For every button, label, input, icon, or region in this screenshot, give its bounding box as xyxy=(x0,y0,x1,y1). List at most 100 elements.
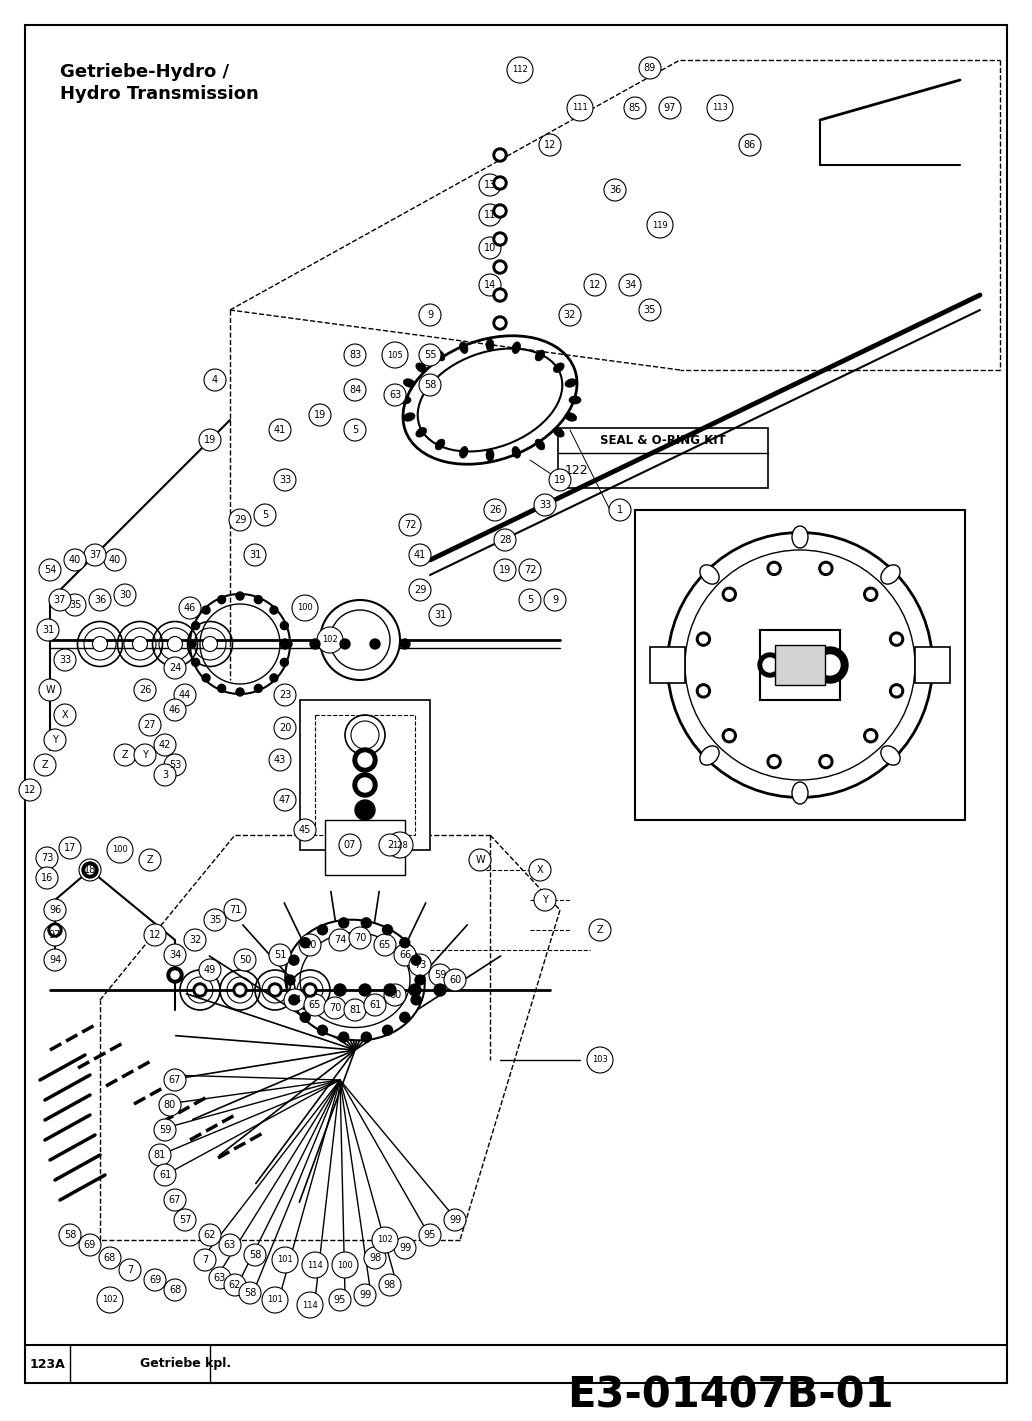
Circle shape xyxy=(659,97,681,119)
Ellipse shape xyxy=(881,566,900,584)
Circle shape xyxy=(349,926,370,949)
Circle shape xyxy=(639,57,662,80)
Text: 31: 31 xyxy=(433,610,446,620)
Text: 61: 61 xyxy=(159,1169,171,1179)
Circle shape xyxy=(269,419,291,441)
Ellipse shape xyxy=(565,379,577,388)
Text: 32: 32 xyxy=(563,310,576,320)
Text: 72: 72 xyxy=(404,520,416,530)
Ellipse shape xyxy=(792,526,808,549)
Circle shape xyxy=(409,953,431,976)
Text: 46: 46 xyxy=(169,705,182,715)
Circle shape xyxy=(171,971,179,979)
Text: 114: 114 xyxy=(302,1300,318,1310)
Text: 86: 86 xyxy=(744,141,756,151)
Circle shape xyxy=(496,207,504,215)
Text: 57: 57 xyxy=(179,1215,191,1225)
Circle shape xyxy=(224,899,246,921)
Circle shape xyxy=(174,684,196,706)
Circle shape xyxy=(49,588,71,611)
Circle shape xyxy=(559,304,581,325)
Text: 9: 9 xyxy=(552,595,558,605)
Text: Z: Z xyxy=(147,855,154,865)
Circle shape xyxy=(318,1025,327,1036)
Bar xyxy=(760,630,840,701)
Text: X: X xyxy=(62,710,68,720)
Bar xyxy=(915,647,950,684)
Circle shape xyxy=(587,1047,613,1073)
Ellipse shape xyxy=(700,746,719,764)
Circle shape xyxy=(236,986,244,995)
Circle shape xyxy=(281,658,288,666)
Text: 34: 34 xyxy=(624,280,636,290)
Text: 34: 34 xyxy=(169,951,182,961)
Ellipse shape xyxy=(536,350,545,361)
Text: Getriebe kpl.: Getriebe kpl. xyxy=(140,1357,231,1370)
Circle shape xyxy=(358,753,372,767)
Circle shape xyxy=(519,588,541,611)
Text: 33: 33 xyxy=(59,655,71,665)
Text: 35: 35 xyxy=(208,915,221,925)
Text: 58: 58 xyxy=(64,1231,76,1241)
Circle shape xyxy=(89,588,111,611)
Circle shape xyxy=(358,779,372,791)
Ellipse shape xyxy=(512,446,520,458)
Circle shape xyxy=(767,755,781,769)
Circle shape xyxy=(302,1252,328,1277)
Circle shape xyxy=(244,1243,266,1266)
Text: 64: 64 xyxy=(289,995,301,1005)
Ellipse shape xyxy=(416,428,426,438)
Text: 37: 37 xyxy=(54,595,66,605)
Circle shape xyxy=(193,983,207,998)
Ellipse shape xyxy=(486,449,494,460)
Text: 59: 59 xyxy=(433,971,446,980)
Bar xyxy=(315,715,415,836)
Ellipse shape xyxy=(416,362,426,372)
Circle shape xyxy=(244,544,266,566)
Circle shape xyxy=(164,657,186,679)
Circle shape xyxy=(64,549,86,571)
Circle shape xyxy=(479,173,501,196)
Circle shape xyxy=(890,632,904,647)
Circle shape xyxy=(757,654,782,676)
Text: 61: 61 xyxy=(368,1000,381,1010)
Circle shape xyxy=(44,729,66,752)
Text: 35: 35 xyxy=(69,600,82,610)
Circle shape xyxy=(134,745,156,766)
Circle shape xyxy=(867,590,875,598)
Circle shape xyxy=(479,274,501,296)
Ellipse shape xyxy=(668,533,933,797)
Text: 28: 28 xyxy=(498,534,511,546)
Circle shape xyxy=(167,968,183,983)
Circle shape xyxy=(770,757,778,766)
Circle shape xyxy=(82,863,98,878)
Circle shape xyxy=(419,374,441,396)
Circle shape xyxy=(739,134,761,156)
Text: 50: 50 xyxy=(238,955,251,965)
Text: 73: 73 xyxy=(414,961,426,971)
Text: 19: 19 xyxy=(554,475,567,485)
Ellipse shape xyxy=(459,446,467,458)
Text: 13: 13 xyxy=(484,180,496,190)
Text: 69: 69 xyxy=(149,1275,161,1285)
Circle shape xyxy=(64,594,86,615)
Text: 7: 7 xyxy=(127,1265,133,1275)
Circle shape xyxy=(444,1209,466,1231)
Text: 65: 65 xyxy=(379,941,391,951)
Circle shape xyxy=(415,975,425,985)
Circle shape xyxy=(289,955,299,965)
Circle shape xyxy=(107,837,133,863)
Text: 26: 26 xyxy=(139,685,151,695)
Circle shape xyxy=(409,578,431,601)
Circle shape xyxy=(229,509,251,531)
Text: 62: 62 xyxy=(203,1231,216,1241)
Text: 105: 105 xyxy=(387,351,402,360)
Circle shape xyxy=(419,344,441,367)
Circle shape xyxy=(39,558,61,581)
Text: 14: 14 xyxy=(484,280,496,290)
Circle shape xyxy=(379,834,401,855)
Circle shape xyxy=(496,263,504,271)
Circle shape xyxy=(324,998,346,1019)
Circle shape xyxy=(310,639,320,649)
Circle shape xyxy=(493,232,507,246)
